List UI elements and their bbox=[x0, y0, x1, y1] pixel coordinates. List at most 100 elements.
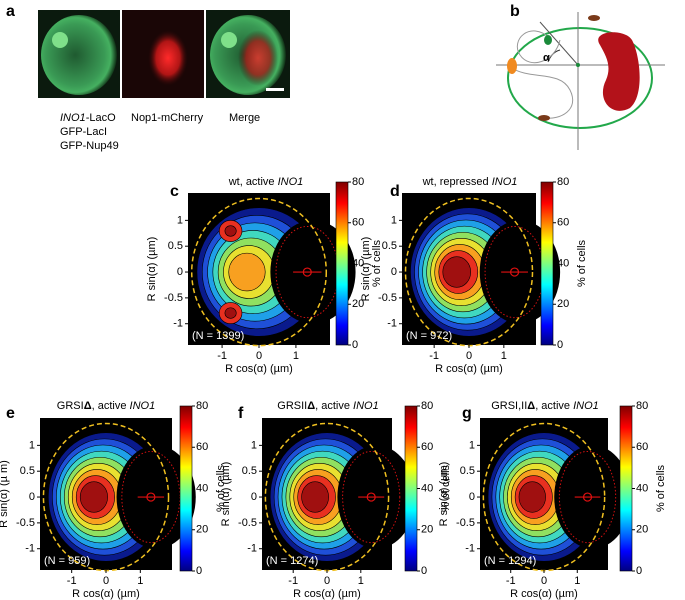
contour bbox=[79, 481, 108, 513]
colorbar-tick-label: 40 bbox=[636, 482, 648, 494]
plot-title: GRSIIΔ, active INO1 bbox=[277, 400, 378, 412]
x-axis-label: R cos(α) (µm) bbox=[72, 588, 140, 600]
y-tick-label: 0 bbox=[177, 266, 183, 278]
x-tick-label: 1 bbox=[501, 350, 507, 362]
contour bbox=[224, 307, 237, 319]
y-tick-label: -0.5 bbox=[238, 517, 257, 529]
colorbar-tick-label: 40 bbox=[352, 257, 364, 269]
x-tick-label: -1 bbox=[429, 350, 439, 362]
colorbar-tick-label: 80 bbox=[421, 400, 433, 412]
nucleolus bbox=[148, 30, 188, 86]
colorbar-tick-label: 20 bbox=[352, 298, 364, 310]
y-tick-label: 1 bbox=[251, 439, 257, 451]
x-tick-label: 1 bbox=[358, 575, 364, 587]
plot-title: GRSIΔ, active INO1 bbox=[57, 400, 155, 412]
x-tick-label: -1 bbox=[217, 350, 227, 362]
title-part: Δ bbox=[84, 400, 92, 412]
x-tick-label: 1 bbox=[293, 350, 299, 362]
y-axis-label: R sin(α) (µm) bbox=[146, 237, 158, 302]
title-part: GRSII bbox=[277, 400, 307, 412]
colorbar bbox=[179, 405, 193, 572]
x-tick-label: 1 bbox=[574, 575, 580, 587]
label: Merge bbox=[229, 112, 260, 124]
nucleolus-outline bbox=[342, 450, 401, 544]
colorbar-label: % of cells bbox=[655, 464, 667, 512]
nucleolus-center bbox=[509, 267, 520, 277]
n-label: (N = 1294) bbox=[484, 555, 536, 567]
panel-letter: f bbox=[238, 405, 244, 422]
chromatin bbox=[516, 30, 561, 64]
x-axis-label: R cos(α) (µm) bbox=[225, 363, 293, 375]
spb bbox=[538, 115, 550, 121]
title-part: wt, active bbox=[228, 176, 278, 188]
y-axis-label: R sin(α) (µm) bbox=[360, 237, 372, 302]
colorbar-tick-label: 0 bbox=[196, 565, 202, 577]
colorbar bbox=[619, 405, 633, 572]
colorbar-tick-label: 60 bbox=[421, 441, 433, 453]
x-tick-label: 1 bbox=[137, 575, 143, 587]
colorbar-tick-label: 20 bbox=[636, 524, 648, 536]
colorbar bbox=[540, 181, 554, 346]
y-tick-label: 0.5 bbox=[242, 465, 257, 477]
y-tick-label: -1 bbox=[387, 318, 397, 330]
y-tick-label: 0.5 bbox=[460, 465, 475, 477]
y-tick-label: 0 bbox=[29, 491, 35, 503]
y-tick-label: -0.5 bbox=[456, 517, 475, 529]
contour bbox=[518, 481, 546, 513]
y-axis-label: R sin(α) (µ m) bbox=[0, 460, 10, 528]
nuclear-envelope bbox=[507, 27, 653, 129]
colorbar-label: % of cells bbox=[576, 239, 588, 287]
x-axis-label: R cos(α) (µm) bbox=[510, 588, 578, 600]
title-part: Δ bbox=[307, 400, 315, 412]
label: GFP-LacI bbox=[60, 126, 107, 138]
panel-letter: e bbox=[6, 405, 15, 422]
contour bbox=[442, 256, 471, 288]
colorbar-tick-label: 20 bbox=[196, 524, 208, 536]
panel-letter: c bbox=[170, 183, 179, 200]
title-part: INO1 bbox=[278, 176, 304, 188]
chromatin bbox=[511, 67, 573, 119]
colorbar-label: % of cells bbox=[371, 239, 383, 287]
label-part: -LacO bbox=[86, 112, 116, 124]
title-part: wt, repressed bbox=[422, 176, 492, 188]
contour bbox=[228, 252, 266, 292]
nucleolus-center bbox=[302, 267, 312, 277]
plot-title: wt, repressed INO1 bbox=[422, 176, 518, 188]
y-tick-label: 0.5 bbox=[20, 465, 35, 477]
nucleolus bbox=[598, 32, 640, 111]
spot bbox=[52, 32, 68, 48]
nucleolus bbox=[238, 30, 278, 86]
label: INO1-LacO bbox=[60, 112, 116, 124]
panel-letter: a bbox=[6, 3, 15, 20]
y-tick-label: 0.5 bbox=[168, 240, 183, 252]
y-axis-label: R sin(α) (µm) bbox=[438, 462, 450, 527]
title-part: , active bbox=[92, 400, 130, 412]
colorbar-tick-label: 0 bbox=[352, 339, 358, 351]
y-tick-label: 1 bbox=[177, 214, 183, 226]
colorbar-tick-label: 60 bbox=[196, 441, 208, 453]
label-part: INO1 bbox=[60, 112, 86, 124]
colorbar-tick-label: 40 bbox=[421, 482, 433, 494]
title-part: Δ bbox=[527, 400, 535, 412]
colorbar-tick-label: 80 bbox=[352, 176, 364, 188]
panel-letter: d bbox=[390, 183, 400, 200]
diagram bbox=[496, 12, 665, 150]
n-label: (N = 1399) bbox=[192, 330, 244, 342]
y-tick-label: 0.5 bbox=[382, 240, 397, 252]
colorbar-tick-label: 80 bbox=[196, 400, 208, 412]
title-part: , active bbox=[315, 400, 353, 412]
y-tick-label: -1 bbox=[173, 318, 183, 330]
y-tick-label: -1 bbox=[465, 543, 475, 555]
colorbar-tick-label: 0 bbox=[421, 565, 427, 577]
x-tick-label: 0 bbox=[103, 575, 109, 587]
title-part: GRSI,II bbox=[491, 400, 527, 412]
title-part: INO1 bbox=[573, 400, 599, 412]
y-tick-label: -0.5 bbox=[164, 292, 183, 304]
panel-letter: g bbox=[462, 405, 472, 422]
title-part: , active bbox=[535, 400, 573, 412]
n-label: (N = 1274) bbox=[266, 555, 318, 567]
x-axis-label: R cos(α) (µm) bbox=[293, 588, 361, 600]
title-part: INO1 bbox=[130, 400, 156, 412]
nucleolus-center bbox=[582, 492, 593, 502]
